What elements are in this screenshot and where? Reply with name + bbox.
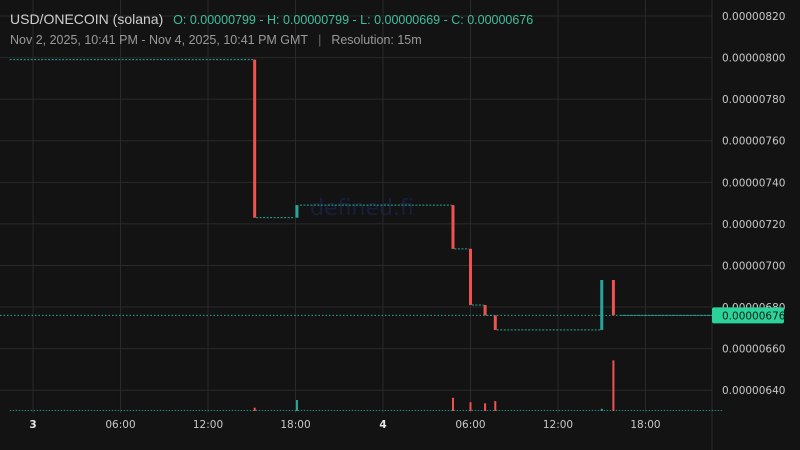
resolution: Resolution: 15m [331,33,422,47]
chart-subheader: Nov 2, 2025, 10:41 PM - Nov 4, 2025, 10:… [10,33,422,47]
volume-bar [494,401,497,411]
time-tick-label: 4 [379,419,386,431]
volume-bars [9,360,723,411]
date-range: Nov 2, 2025, 10:41 PM - Nov 4, 2025, 10:… [10,33,309,47]
volume-bar [451,397,454,411]
price-tick-label: 0.00000780 [722,94,785,106]
ohlc-values: O: 0.00000799 - H: 0.00000799 - L: 0.000… [173,13,534,27]
time-tick-label: 06:00 [455,419,485,431]
volume-bar [469,402,472,411]
price-tick-label: 0.00000740 [722,177,785,189]
close-value: 0.00000676 [467,13,534,27]
volume-bar [484,403,487,411]
time-axis[interactable]: 3 06:00 12:00 18:00 4 06:00 12:00 18:00 [29,419,660,431]
price-tick-label: 0.00000640 [722,385,785,397]
watermark: defined.fi [310,196,414,221]
candle-body [295,205,299,218]
time-tick-label: 3 [29,419,36,431]
time-tick-label: 12:00 [193,419,223,431]
time-tick-label: 12:00 [543,419,573,431]
last-price-badge-bg [712,307,784,324]
high-value: 0.00000799 [282,13,350,27]
open-label: O: [173,13,187,27]
chart-header: USD/ONECOIN (solana) O: 0.00000799 - H: … [10,11,533,27]
price-tick-label: 0.00000760 [722,136,785,148]
volume-bar [253,407,256,411]
price-tick-label: 0.00000720 [722,219,785,231]
high-label: H: [267,13,280,27]
candle-body [451,205,455,249]
grid-lines [0,0,712,413]
candle-body [468,248,472,305]
candle-body [483,304,487,316]
price-tick-label: 0.00000700 [722,260,785,272]
separator: | [318,33,322,47]
low-value: 0.00000669 [374,13,441,27]
volume-bar [612,360,615,411]
low-label: L: [360,13,371,27]
volume-bar [295,400,298,411]
price-tick-label: 0.00000820 [722,11,785,23]
time-tick-label: 06:00 [105,419,135,431]
pair-title: USD/ONECOIN (solana) [10,11,164,27]
candle-body [611,280,615,316]
last-price-badge-text: 0.00000676 [722,310,786,322]
candles [253,59,615,330]
volume-bar [600,408,603,411]
close-label: C: [451,13,464,27]
price-tick-label: 0.00000800 [722,53,785,65]
price-tick-label: 0.00000660 [722,344,785,356]
time-tick-label: 18:00 [280,419,310,431]
last-price-badge: 0.00000676 [712,307,786,324]
time-tick-label: 18:00 [630,419,660,431]
candle-body [253,59,257,218]
open-value: 0.00000799 [189,13,256,27]
candle-body [493,315,497,330]
candle-body [600,280,604,330]
